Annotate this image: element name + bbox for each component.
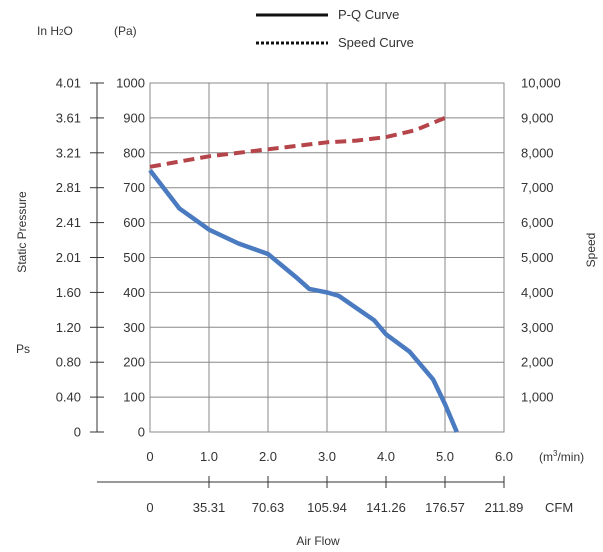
y-tick-label-pa: 500 (123, 250, 145, 265)
cfm-tick-label: 70.63 (252, 500, 285, 515)
speed-curve-line (149, 116, 446, 169)
y2-tick-label: 10,000 (521, 76, 561, 91)
x-tick-label: 1.0 (200, 449, 218, 464)
x-tick-label: 6.0 (495, 449, 513, 464)
y2-tick-label: 3,000 (521, 320, 554, 335)
y-tick-label-inh2o: 3.61 (56, 110, 81, 125)
x-tick-label: 5.0 (436, 449, 454, 464)
cfm-tick-label: 141.26 (366, 500, 406, 515)
series-layer (148, 116, 459, 433)
y2-tick-label: 4,000 (521, 285, 554, 300)
cfm-tick-label: 0 (146, 500, 153, 515)
y-axis-title: Static Pressure (15, 191, 29, 273)
grid (150, 83, 504, 432)
y-tick-label-inh2o: 0 (74, 425, 81, 440)
x-tick-label: 4.0 (377, 449, 395, 464)
x-tick-label: 3.0 (318, 449, 336, 464)
y-tick-label-pa: 0 (138, 425, 145, 440)
unit-m3min-label: (m3/min) (539, 449, 584, 464)
unit-pa-label: (Pa) (114, 24, 137, 38)
ticks: 001000.402000.803001.204001.605002.01600… (56, 76, 561, 516)
y-tick-label-pa: 200 (123, 355, 145, 370)
y-tick-label-pa: 1000 (116, 76, 145, 91)
y-tick-label-inh2o: 1.20 (56, 320, 81, 335)
y2-tick-label: 6,000 (521, 215, 554, 230)
y-tick-label-pa: 400 (123, 285, 145, 300)
y-tick-label-inh2o: 2.01 (56, 250, 81, 265)
y2-tick-label: 5,000 (521, 250, 554, 265)
legend-pq-label: P-Q Curve (338, 7, 399, 22)
x-axis-title: Air Flow (296, 534, 340, 548)
unit-cfm-label: CFM (545, 500, 573, 515)
y-tick-label-inh2o: 2.81 (56, 180, 81, 195)
y2-tick-label: 7,000 (521, 180, 554, 195)
cfm-tick-label: 176.57 (425, 500, 465, 515)
cfm-tick-label: 105.94 (307, 500, 347, 515)
cfm-tick-label: 211.89 (485, 500, 524, 515)
y2-tick-label: 9,000 (521, 110, 554, 125)
y-tick-label-pa: 800 (123, 145, 145, 160)
y-tick-label-inh2o: 1.60 (56, 285, 81, 300)
y-tick-label-inh2o: 0.80 (56, 355, 81, 370)
y-tick-label-pa: 600 (123, 215, 145, 230)
cfm-tick-label: 35.31 (193, 500, 226, 515)
legend-speed-label: Speed Curve (338, 35, 414, 50)
y2-tick-label: 8,000 (521, 145, 554, 160)
pq-curve-line (148, 168, 459, 433)
y-tick-label-inh2o: 2.41 (56, 215, 81, 230)
x-tick-label: 0 (146, 449, 153, 464)
y2-tick-label: 1,000 (521, 390, 554, 405)
y-tick-label-pa: 700 (123, 180, 145, 195)
legend: P-Q Curve Speed Curve (256, 7, 414, 50)
y-tick-label-pa: 100 (123, 390, 145, 405)
y-tick-label-inh2o: 3.21 (56, 145, 81, 160)
x-tick-label: 2.0 (259, 449, 277, 464)
y2-axis-title: Speed (584, 233, 598, 268)
y2-tick-label: 2,000 (521, 355, 554, 370)
y-tick-label-inh2o: 4.01 (56, 76, 81, 91)
unit-inh2o-label: In H2O (37, 24, 73, 38)
ps-label: Ps (16, 342, 30, 356)
y-tick-label-pa: 300 (123, 320, 145, 335)
y-tick-label-pa: 900 (123, 110, 145, 125)
y-tick-label-inh2o: 0.40 (56, 390, 81, 405)
